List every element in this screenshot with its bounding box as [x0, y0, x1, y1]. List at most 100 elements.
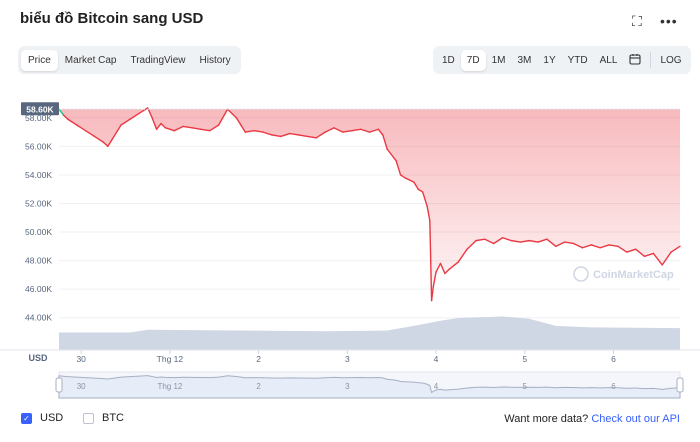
- navigator-tick-label: 30: [77, 382, 86, 391]
- fullscreen-icon[interactable]: ⛶: [632, 13, 642, 29]
- chart-tab-bar: Price Market Cap TradingView History: [18, 46, 241, 74]
- price-line-segment: [537, 238, 548, 243]
- price-line-segment: [399, 174, 406, 179]
- api-link[interactable]: Check out our API: [591, 413, 680, 425]
- price-line-segment: [429, 219, 433, 302]
- usd-checkbox[interactable]: ✓: [21, 412, 32, 424]
- btc-label: BTC: [102, 412, 124, 424]
- navigator-line: [58, 375, 681, 399]
- price-point: [102, 141, 104, 143]
- navigator-tick-label: Thg 12: [157, 382, 182, 391]
- price-line-segment: [484, 238, 495, 245]
- navigator-handle-right: [676, 377, 684, 393]
- price-line-segment: [426, 205, 431, 222]
- price-line-segment: [271, 134, 282, 138]
- price-line-segment: [439, 262, 446, 275]
- price-line-segment: [333, 127, 344, 133]
- price-line-segment: [528, 239, 539, 243]
- price-line-segment: [444, 268, 451, 275]
- price-line-segment: [670, 245, 681, 253]
- price-point: [422, 191, 424, 193]
- volume-area: [59, 316, 680, 350]
- price-line-segment: [315, 131, 326, 139]
- price-point: [67, 118, 69, 120]
- price-line-segment: [510, 239, 522, 243]
- price-point: [652, 252, 654, 255]
- price-line-segment: [661, 251, 672, 266]
- price-line-segment: [93, 135, 105, 143]
- btc-checkbox[interactable]: [83, 412, 94, 424]
- price-point: [62, 114, 65, 116]
- price-line-segment: [359, 128, 371, 133]
- log-scale-button[interactable]: LOG: [660, 54, 682, 66]
- price-line-segment: [626, 248, 637, 253]
- price-line-segment: [84, 129, 96, 138]
- price-line-segment: [209, 124, 220, 132]
- tab-tradingview[interactable]: TradingView: [130, 54, 186, 66]
- range-1d-button[interactable]: 1D: [442, 54, 455, 66]
- range-divider: [650, 52, 652, 68]
- usd-toggle[interactable]: ✓ USD: [21, 412, 63, 424]
- price-point: [289, 132, 291, 135]
- price-line-segment: [430, 285, 435, 302]
- calendar-icon[interactable]: [623, 48, 647, 73]
- range-ytd-button[interactable]: YTD: [567, 54, 588, 66]
- tab-history[interactable]: History: [199, 54, 231, 66]
- range-3m-button[interactable]: 3M: [517, 54, 532, 66]
- price-point: [129, 118, 131, 120]
- navigator-tick-label: 6: [611, 382, 616, 391]
- price-point: [643, 255, 646, 257]
- price-line-segment: [288, 132, 300, 136]
- y-tick-label: 44.00K: [25, 313, 52, 323]
- price-point: [617, 245, 619, 247]
- price-point: [528, 240, 530, 242]
- price-line-segment: [280, 132, 291, 138]
- price-point: [493, 242, 495, 245]
- price-line-segment: [519, 239, 530, 243]
- price-point: [426, 205, 428, 207]
- price-line-segment: [226, 108, 238, 119]
- price-line-segment: [62, 114, 69, 120]
- price-line-segment: [342, 129, 353, 133]
- range-all-button[interactable]: ALL: [599, 54, 618, 66]
- range-1y-button[interactable]: 1Y: [543, 54, 556, 66]
- price-line-segment: [102, 141, 109, 148]
- y-tick-label: 56.00K: [25, 141, 52, 151]
- range-1m-button[interactable]: 1M: [491, 54, 506, 66]
- price-point: [444, 272, 446, 275]
- price-line-segment: [67, 118, 78, 126]
- price-point: [209, 130, 211, 132]
- more-options-icon[interactable]: •••: [660, 13, 678, 29]
- range-7d-button[interactable]: 7D: [460, 49, 486, 71]
- y-tick-label: 54.00K: [25, 170, 52, 180]
- time-range-bar: 1D 7D 1M 3M 1Y YTD ALL LOG: [433, 46, 691, 74]
- price-line-segment: [435, 262, 442, 273]
- price-line-segment: [432, 271, 437, 288]
- price-point: [670, 251, 672, 253]
- tab-market-cap[interactable]: Market Cap: [64, 54, 117, 66]
- price-line-segment: [590, 244, 601, 249]
- x-tick-label: 6: [611, 354, 616, 364]
- price-line-segment: [493, 237, 504, 245]
- tab-price[interactable]: Price: [21, 49, 58, 71]
- price-line-segment: [262, 131, 273, 136]
- y-tick-label: 58.00K: [25, 113, 52, 123]
- price-line-segment: [422, 191, 428, 208]
- y-tick-label: 50.00K: [25, 227, 52, 237]
- x-tick-label: 3: [345, 354, 350, 364]
- y-tick-label: 52.00K: [25, 199, 52, 209]
- price-point: [431, 299, 433, 302]
- price-point: [510, 240, 513, 242]
- price-point: [564, 241, 566, 243]
- price-line-segment: [58, 108, 65, 116]
- price-point: [448, 268, 450, 270]
- price-line-segment: [351, 128, 362, 132]
- price-line-segment: [572, 242, 584, 249]
- price-point: [581, 247, 584, 249]
- price-line-segment: [240, 124, 247, 133]
- price-chart[interactable]: 44.00K 46.00K 48.00K 50.00K 52.00K 54.00K 56.0…: [0, 85, 700, 405]
- price-line-segment: [608, 244, 619, 248]
- price-point: [297, 134, 300, 136]
- btc-toggle[interactable]: BTC: [83, 412, 124, 424]
- price-point: [138, 112, 140, 115]
